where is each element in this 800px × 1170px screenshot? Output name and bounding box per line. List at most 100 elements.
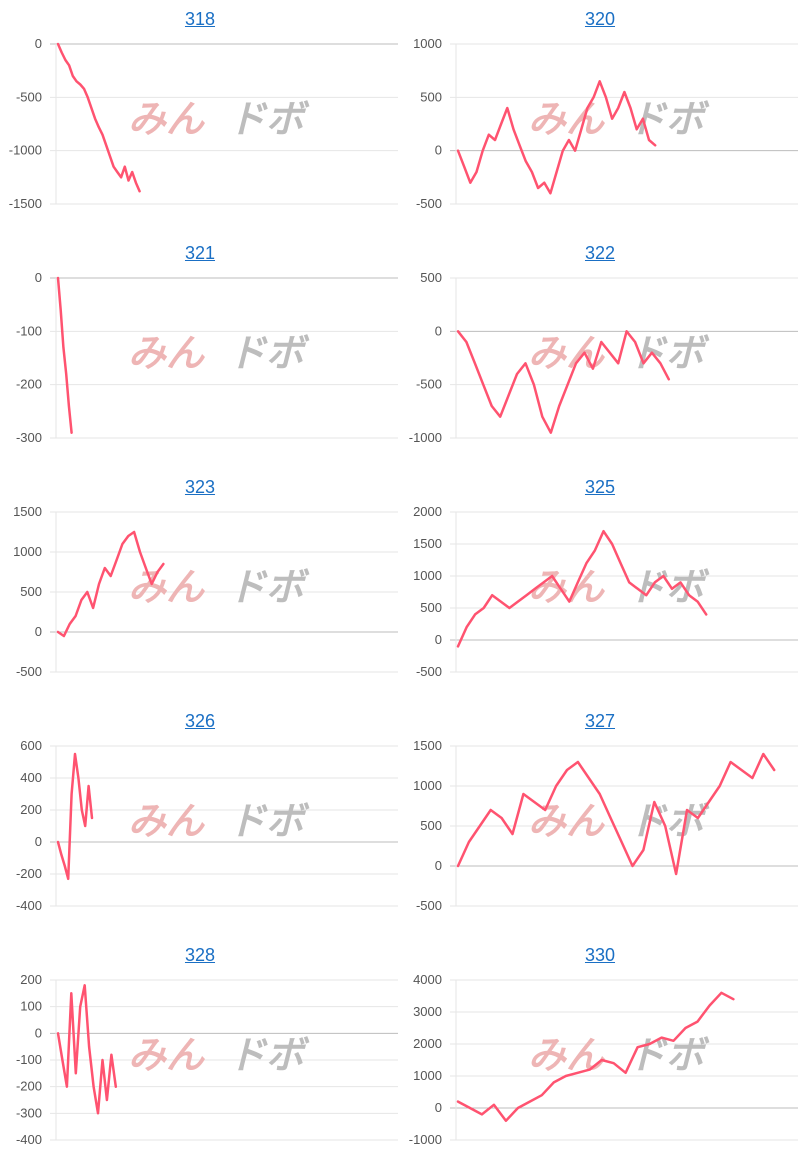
watermark-logo: みん ドボ [128,97,310,141]
y-tick-label: 0 [435,632,442,647]
chart-panel: 325 2000 1500 1000 500 0 -500 みん ドボ [400,468,800,702]
y-tick-label: 500 [420,270,442,285]
y-tick-label: 1500 [413,738,442,753]
line-chart: 1000 500 0 -500 みん ドボ [413,36,798,211]
chart-title-link[interactable]: 326 [184,711,216,731]
y-tick-label: 0 [35,1025,42,1040]
watermark-logo: みん ドボ [528,1033,710,1077]
y-tick-label: -500 [416,196,442,211]
watermark-text-gray: ドボ [228,1033,310,1077]
y-tick-label: 3000 [413,1004,442,1019]
y-tick-label: -200 [16,1079,42,1094]
y-tick-label: 200 [20,802,42,817]
chart-title-link[interactable]: 323 [184,477,216,497]
y-tick-label: -500 [16,89,42,104]
y-tick-label: 500 [420,600,442,615]
chart-panel: 326 600 400 200 0 -200 -400 みん ドボ [0,702,400,936]
y-tick-label: -300 [16,430,42,445]
line-chart: 0 -500 -1000 -1500 みん ドボ [9,36,398,211]
y-tick-label: 200 [20,972,42,987]
watermark-text-gray: ドボ [628,799,710,843]
watermark-text-gray: ドボ [228,331,310,375]
chart-panel: 322 500 0 -500 -1000 みん ドボ [400,234,800,468]
y-tick-label: -500 [416,664,442,679]
y-tick-label: -500 [16,664,42,679]
series-line [56,42,141,193]
y-tick-label: -400 [16,898,42,913]
chart-panel: 328 200 100 0 -100 -200 -300 -400 みん ドボ [0,936,400,1170]
watermark-logo: みん ドボ [128,799,310,843]
watermark-text-red: みん [528,565,605,609]
watermark-text-gray: ドボ [228,565,310,609]
chart-panel: 323 1500 1000 500 0 -500 みん ドボ [0,468,400,702]
watermark-text-red: みん [128,97,205,141]
chart-title-link[interactable]: 328 [184,945,216,965]
watermark-text-red: みん [128,565,205,609]
line-chart: 500 0 -500 -1000 みん ドボ [409,270,798,445]
y-tick-label: 4000 [413,972,442,987]
watermark-text-gray: ドボ [228,799,310,843]
y-tick-label: 1500 [413,536,442,551]
y-tick-label: 0 [35,36,42,51]
chart-panel: 327 1500 1000 500 0 -500 みん ドボ [400,702,800,936]
y-tick-label: 0 [435,323,442,338]
y-tick-label: 100 [20,999,42,1014]
y-tick-label: 1000 [413,778,442,793]
watermark-logo: みん ドボ [128,331,310,375]
y-tick-label: 1000 [413,1068,442,1083]
y-tick-label: -100 [16,323,42,338]
watermark-text-red: みん [528,97,605,141]
watermark-text-gray: ドボ [628,97,710,141]
series-line [456,330,671,434]
y-tick-label: 400 [20,770,42,785]
y-tick-label: 600 [20,738,42,753]
chart-panel: 321 0 -100 -200 -300 みん ドボ [0,234,400,468]
y-tick-label: 0 [435,143,442,158]
chart-panel: 330 4000 3000 2000 1000 0 -1000 みん ドボ [400,936,800,1170]
watermark-text-red: みん [128,1033,205,1077]
y-tick-label: -300 [16,1105,42,1120]
line-chart: 4000 3000 2000 1000 0 -1000 みん ドボ [409,972,798,1147]
series-line [56,530,165,638]
y-tick-label: 0 [35,834,42,849]
watermark-text-red: みん [128,799,205,843]
y-tick-label: -400 [16,1132,42,1147]
y-tick-label: -1000 [409,1132,442,1147]
chart-title-link[interactable]: 318 [184,9,216,29]
y-tick-label: 0 [35,624,42,639]
y-tick-label: 1000 [413,36,442,51]
line-chart: 200 100 0 -100 -200 -300 -400 みん ドボ [16,972,398,1147]
chart-title-link[interactable]: 330 [584,945,616,965]
y-tick-label: -1000 [9,143,42,158]
y-tick-label: 1500 [13,504,42,519]
series-line [456,529,708,648]
series-line [456,752,776,876]
watermark-text-red: みん [128,331,205,375]
chart-title-link[interactable]: 325 [584,477,616,497]
y-tick-label: 2000 [413,1036,442,1051]
chart-title-link[interactable]: 322 [584,243,616,263]
chart-title-link[interactable]: 321 [184,243,216,263]
chart-title-link[interactable]: 320 [584,9,616,29]
y-tick-label: 0 [35,270,42,285]
y-tick-label: -200 [16,866,42,881]
watermark-logo: みん ドボ [528,331,710,375]
watermark-logo: みん ドボ [128,565,310,609]
chart-panel: 320 1000 500 0 -500 みん ドボ [400,0,800,234]
y-tick-label: 2000 [413,504,442,519]
series-line [56,276,73,434]
watermark-logo: みん ドボ [128,1033,310,1077]
y-tick-label: 1000 [13,544,42,559]
chart-title-link[interactable]: 327 [584,711,616,731]
y-tick-label: 0 [435,1100,442,1115]
watermark-text-red: みん [528,1033,605,1077]
series-line [56,984,118,1115]
y-tick-label: 500 [420,818,442,833]
line-chart: 0 -100 -200 -300 みん ドボ [16,270,398,445]
y-tick-label: -500 [416,377,442,392]
series-line [456,991,735,1123]
